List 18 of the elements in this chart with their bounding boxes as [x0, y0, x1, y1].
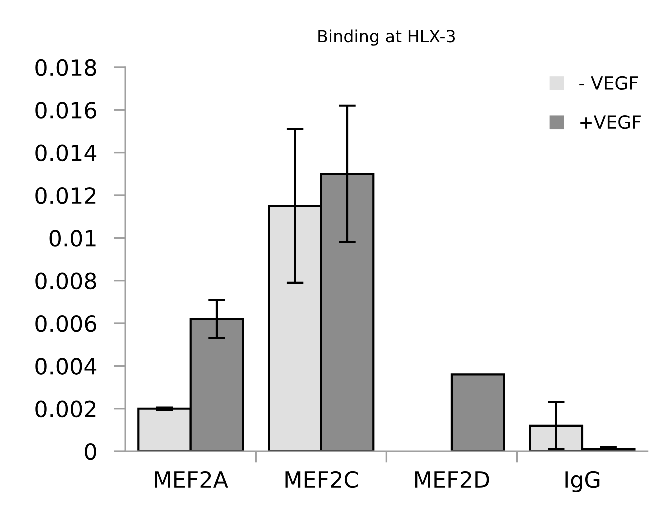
chart-title: Binding at HLX-3: [318, 30, 456, 46]
y-tick-label: 0.004: [36, 358, 97, 375]
legend-label: +VEGF: [580, 116, 641, 130]
x-tick-label: MEF2A: [155, 471, 228, 488]
legend-label: - VEGF: [580, 76, 638, 90]
y-tick-label: 0: [85, 443, 96, 460]
y-tick-label: 0.012: [36, 187, 96, 204]
x-tick-label: MEF2C: [286, 471, 358, 488]
y-tick-label: 0.016: [36, 102, 96, 119]
y-tick-label: 0.01: [50, 230, 96, 247]
y-tick-label: 0.014: [36, 144, 97, 162]
x-tick-label: MEF2D: [416, 471, 490, 488]
y-tick-label: 0.008: [36, 272, 96, 290]
y-tick-label: 0.018: [36, 59, 96, 76]
bar: [450, 374, 506, 452]
y-tick-label: 0.006: [36, 315, 96, 332]
x-tick-label: IgG: [566, 471, 600, 492]
y-tick-label: 0.002: [36, 400, 96, 418]
